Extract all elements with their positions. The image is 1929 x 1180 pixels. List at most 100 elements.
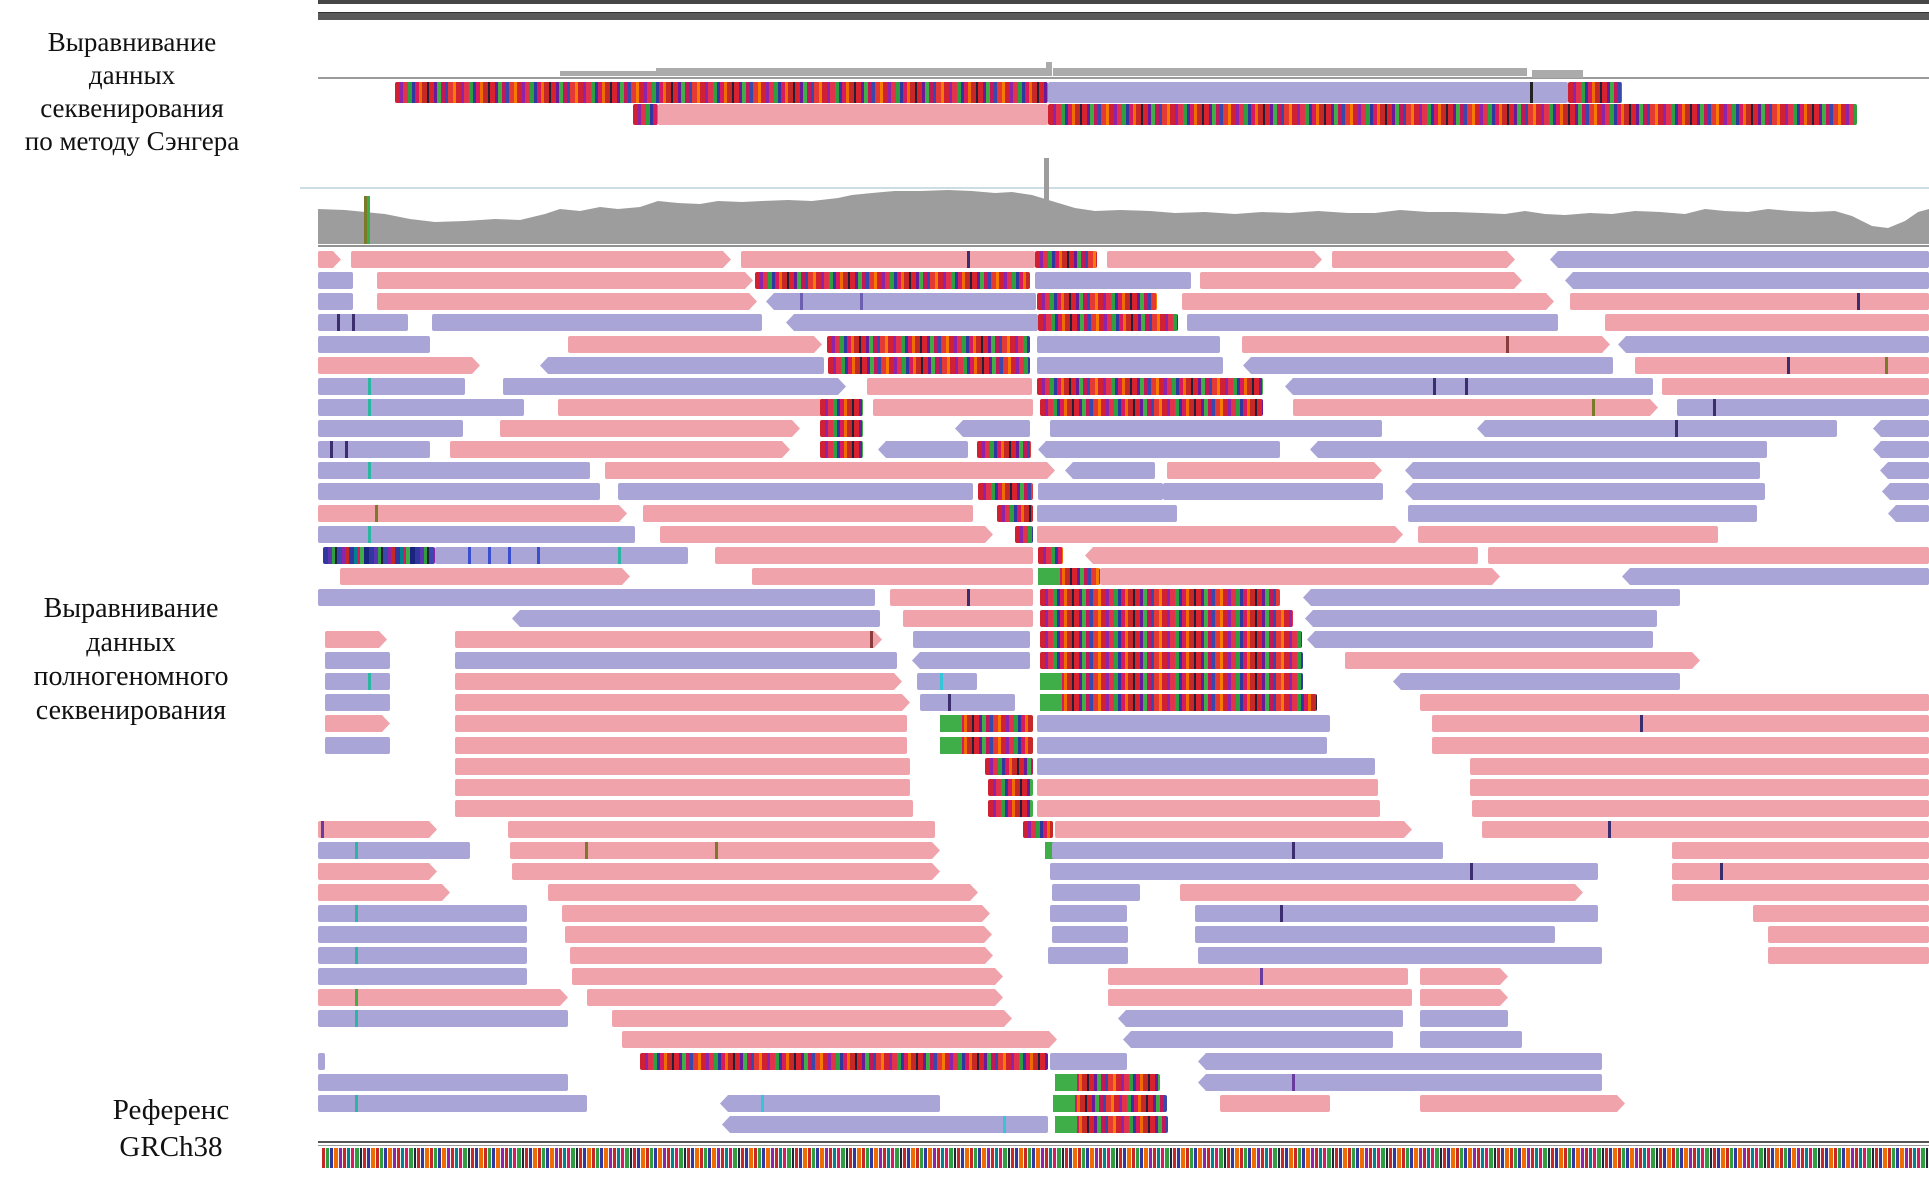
- soft-clip-segment[interactable]: [827, 336, 1030, 353]
- read[interactable]: [1055, 821, 1412, 838]
- read[interactable]: [455, 758, 910, 775]
- read[interactable]: [752, 568, 1033, 585]
- read[interactable]: [1565, 272, 1929, 289]
- soft-clip-segment[interactable]: [640, 1053, 1048, 1070]
- read[interactable]: [660, 526, 993, 543]
- read[interactable]: [1332, 251, 1515, 268]
- soft-clip-segment[interactable]: [985, 758, 1033, 775]
- read[interactable]: [1420, 1031, 1522, 1048]
- soft-clip-segment[interactable]: [1015, 526, 1033, 543]
- read[interactable]: [1310, 441, 1767, 458]
- read[interactable]: [1037, 505, 1177, 522]
- read[interactable]: [1307, 631, 1653, 648]
- read[interactable]: [1100, 568, 1500, 585]
- read[interactable]: [318, 589, 875, 606]
- read[interactable]: [1753, 905, 1929, 922]
- read[interactable]: [455, 652, 897, 669]
- read[interactable]: [500, 420, 800, 437]
- soft-clip-segment[interactable]: [820, 420, 863, 437]
- read[interactable]: [318, 947, 527, 964]
- read[interactable]: [720, 1095, 940, 1112]
- read[interactable]: [1107, 251, 1322, 268]
- read[interactable]: [1052, 884, 1140, 901]
- read[interactable]: [1420, 1010, 1508, 1027]
- read[interactable]: [1418, 526, 1718, 543]
- soft-clip-segment[interactable]: [988, 800, 1033, 817]
- read[interactable]: [1570, 293, 1929, 310]
- read[interactable]: [318, 483, 600, 500]
- read[interactable]: [873, 399, 1033, 416]
- read[interactable]: [318, 357, 480, 374]
- read[interactable]: [612, 1010, 1012, 1027]
- soft-clip-segment[interactable]: [1038, 547, 1063, 564]
- read[interactable]: [455, 800, 913, 817]
- read[interactable]: [1662, 378, 1929, 395]
- soft-clip-segment[interactable]: [323, 547, 435, 564]
- soft-clip-segment[interactable]: [755, 272, 1030, 289]
- read[interactable]: [318, 526, 635, 543]
- soft-clip-segment[interactable]: [1568, 82, 1622, 103]
- read[interactable]: [565, 926, 992, 943]
- read[interactable]: [1037, 758, 1375, 775]
- soft-clip-segment[interactable]: [1040, 589, 1280, 606]
- read[interactable]: [1345, 652, 1700, 669]
- read[interactable]: [618, 483, 973, 500]
- read[interactable]: [318, 884, 450, 901]
- soft-clip-segment[interactable]: [1040, 673, 1303, 690]
- soft-clip-segment[interactable]: [1053, 1095, 1167, 1112]
- read[interactable]: [1880, 462, 1929, 479]
- read[interactable]: [318, 378, 465, 395]
- read[interactable]: [917, 673, 977, 690]
- soft-clip-segment[interactable]: [395, 82, 1048, 103]
- read[interactable]: [622, 1031, 1057, 1048]
- read[interactable]: [643, 505, 973, 522]
- read[interactable]: [1200, 272, 1522, 289]
- read[interactable]: [1195, 926, 1555, 943]
- read[interactable]: [455, 737, 907, 754]
- read[interactable]: [432, 314, 762, 331]
- read[interactable]: [1293, 399, 1658, 416]
- read[interactable]: [325, 737, 390, 754]
- soft-clip-segment[interactable]: [988, 779, 1033, 796]
- read[interactable]: [351, 251, 731, 268]
- read[interactable]: [890, 589, 1033, 606]
- read[interactable]: [1420, 968, 1508, 985]
- read[interactable]: [1488, 547, 1929, 564]
- read[interactable]: [377, 293, 757, 310]
- read[interactable]: [1195, 905, 1598, 922]
- read[interactable]: [722, 1116, 1048, 1133]
- read[interactable]: [1677, 399, 1929, 416]
- soft-clip-segment[interactable]: [1037, 293, 1157, 310]
- read[interactable]: [1405, 462, 1760, 479]
- read[interactable]: [562, 905, 990, 922]
- read[interactable]: [715, 547, 1033, 564]
- read[interactable]: [920, 694, 1015, 711]
- read[interactable]: [1167, 462, 1382, 479]
- read[interactable]: [318, 989, 568, 1006]
- read[interactable]: [741, 251, 1035, 268]
- soft-clip-segment[interactable]: [1040, 399, 1263, 416]
- soft-clip-segment[interactable]: [997, 505, 1033, 522]
- read[interactable]: [450, 441, 790, 458]
- read[interactable]: [1408, 505, 1757, 522]
- read[interactable]: [1182, 293, 1554, 310]
- read[interactable]: [1037, 800, 1380, 817]
- read[interactable]: [1242, 336, 1610, 353]
- read[interactable]: [325, 673, 390, 690]
- read[interactable]: [912, 652, 1030, 669]
- soft-clip-segment[interactable]: [1038, 314, 1178, 331]
- read[interactable]: [1198, 947, 1602, 964]
- read[interactable]: [1472, 800, 1929, 817]
- read[interactable]: [1108, 968, 1408, 985]
- read[interactable]: [605, 462, 1055, 479]
- read[interactable]: [1118, 1010, 1403, 1027]
- read[interactable]: [1123, 1031, 1393, 1048]
- read[interactable]: [1618, 336, 1929, 353]
- soft-clip-segment[interactable]: [1040, 652, 1303, 669]
- read[interactable]: [1768, 926, 1929, 943]
- read[interactable]: [455, 673, 902, 690]
- read[interactable]: [1482, 821, 1929, 838]
- read[interactable]: [1550, 251, 1929, 268]
- read[interactable]: [1037, 779, 1378, 796]
- read[interactable]: [325, 652, 390, 669]
